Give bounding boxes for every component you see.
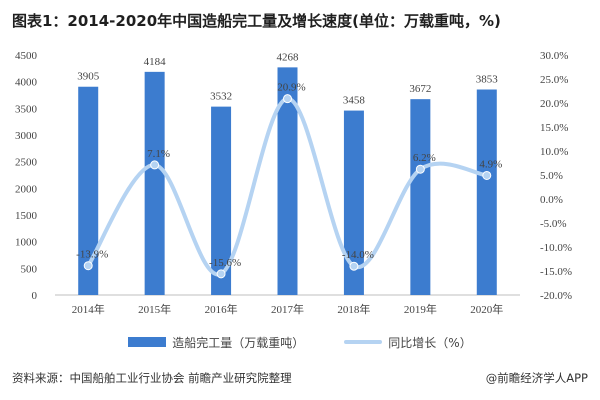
legend-line-label: 同比增长（%） <box>388 335 472 350</box>
bar <box>144 71 165 295</box>
y-right-tick-label: -10.0% <box>540 242 572 254</box>
growth-point <box>150 160 160 170</box>
y-left-tick-label: 500 <box>21 263 38 275</box>
bar-value-label: 4184 <box>144 56 167 68</box>
y-right-tick-label: -20.0% <box>540 290 572 302</box>
growth-value-label: 20.9% <box>277 82 305 94</box>
bar-value-label: 3853 <box>476 74 499 86</box>
bar-value-label: 3532 <box>210 91 232 103</box>
y-left-tick-label: 3000 <box>15 130 38 142</box>
x-tick-label: 2015年 <box>138 302 171 316</box>
x-tick-label: 2017年 <box>271 302 304 316</box>
growth-value-label: -15.6% <box>209 257 241 269</box>
x-tick-label: 2019年 <box>404 302 437 316</box>
growth-value-label: -13.9% <box>76 249 108 261</box>
legend-line-swatch <box>344 340 383 344</box>
y-left-tick-label: 1000 <box>15 237 38 249</box>
y-right-tick-label: 20.0% <box>540 98 568 110</box>
growth-point <box>83 261 93 271</box>
y-right-tick-label: 0.0% <box>540 194 563 206</box>
y-right-tick-label: 25.0% <box>540 74 568 86</box>
bar <box>343 110 364 295</box>
growth-value-label: 4.9% <box>479 158 502 170</box>
x-tick-label: 2014年 <box>72 302 105 316</box>
bar <box>277 67 298 295</box>
x-tick-label: 2018年 <box>337 302 370 316</box>
growth-value-label: -14.0% <box>342 249 374 261</box>
y-right-tick-label: -5.0% <box>540 218 567 230</box>
y-right-tick-label: 5.0% <box>540 170 563 182</box>
bar-value-label: 4268 <box>277 51 300 63</box>
legend-bar-swatch <box>128 337 167 347</box>
growth-point <box>283 94 292 104</box>
legend-bar-label: 造船完工量（万载重吨） <box>172 335 305 350</box>
growth-value-label: 7.1% <box>147 148 170 160</box>
y-left-tick-label: 3500 <box>15 103 38 115</box>
growth-point <box>415 164 425 174</box>
bar <box>476 89 497 295</box>
bar <box>410 99 431 295</box>
growth-point <box>482 170 492 180</box>
x-tick-label: 2016年 <box>205 302 238 316</box>
y-left-tick-label: 4500 <box>15 50 38 62</box>
bar-value-label: 3458 <box>343 95 366 107</box>
chart-title: 图表1：2014-2020年中国造船完工量及增长速度(单位：万载重吨，%) <box>12 12 501 30</box>
y-left-tick-label: 0 <box>32 290 38 302</box>
y-right-tick-label: 30.0% <box>540 50 568 62</box>
y-left-tick-label: 1500 <box>15 210 38 222</box>
legend-item-line[interactable]: 同比增长（%） <box>344 334 472 351</box>
bar <box>211 106 232 295</box>
source-note: 资料来源：中国船舶工业行业协会 前瞻产业研究院整理 <box>12 371 292 385</box>
bar-value-label: 3672 <box>409 83 431 95</box>
y-right-tick-label: 10.0% <box>540 146 568 158</box>
y-left-tick-label: 4000 <box>15 77 38 89</box>
chart-legend: 造船完工量（万载重吨） 同比增长（%） <box>0 332 600 352</box>
y-left-tick-label: 2500 <box>15 157 38 169</box>
bar-value-label: 3905 <box>77 71 100 83</box>
growth-point <box>216 269 226 279</box>
x-tick-label: 2020年 <box>470 302 503 316</box>
y-right-tick-label: -15.0% <box>540 266 572 278</box>
brand-credit: @前瞻经济学人APP <box>485 371 588 385</box>
legend-item-bar[interactable]: 造船完工量（万载重吨） <box>128 334 304 351</box>
bar <box>78 86 99 295</box>
y-right-tick-label: 15.0% <box>540 122 568 134</box>
growth-value-label: 6.2% <box>413 152 436 164</box>
y-left-tick-label: 2000 <box>15 183 38 195</box>
growth-point <box>349 261 359 271</box>
